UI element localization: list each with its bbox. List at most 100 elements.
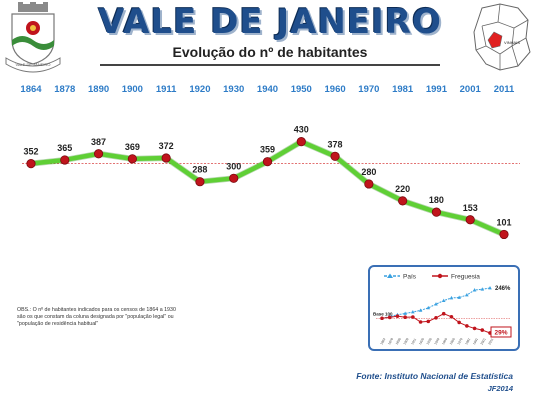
data-point xyxy=(161,153,171,163)
pais-point xyxy=(480,287,485,291)
year-label: 1900 xyxy=(122,84,143,95)
data-label: 220 xyxy=(395,184,410,194)
freguesia-point xyxy=(395,314,400,318)
year-label: 1911 xyxy=(156,84,177,95)
year-label: 1930 xyxy=(223,84,244,95)
inset-year-label: 1890 xyxy=(395,337,402,345)
data-point xyxy=(195,177,205,187)
year-label: 1864 xyxy=(20,84,42,95)
legend-pais-marker xyxy=(387,273,393,278)
year-label: 1878 xyxy=(54,84,75,95)
data-label: 288 xyxy=(192,165,207,175)
pais-point xyxy=(449,295,454,300)
locator-map xyxy=(473,3,531,71)
data-point xyxy=(364,179,374,189)
inset-year-label: 1960 xyxy=(449,337,456,345)
data-point xyxy=(499,229,509,240)
pais-point xyxy=(434,302,438,306)
inset-year-label: 1970 xyxy=(457,337,464,345)
data-label: 369 xyxy=(125,142,140,152)
year-label: 2011 xyxy=(494,84,515,95)
pais-point xyxy=(441,298,446,303)
legend-freguesia-marker xyxy=(437,273,443,279)
freguesia-point xyxy=(418,320,423,324)
inset-year-label: 1878 xyxy=(387,337,394,345)
year-label: 1940 xyxy=(257,84,278,95)
pais-point xyxy=(418,308,423,312)
freguesia-point xyxy=(434,316,438,320)
pais-point xyxy=(411,310,415,314)
data-point xyxy=(229,173,239,183)
data-label: 365 xyxy=(57,143,72,153)
data-point xyxy=(431,207,442,217)
pais-end-label: 246% xyxy=(495,286,511,292)
map-label: VINHAIS xyxy=(504,40,521,45)
freguesia-end-label: 29% xyxy=(494,330,507,337)
page-title: VALE DE JANEIRO xyxy=(98,2,442,42)
inset-year-label: 1864 xyxy=(379,337,386,345)
data-label: 300 xyxy=(226,161,241,171)
data-label: 352 xyxy=(23,147,38,157)
legend-pais-label: País xyxy=(403,274,417,281)
data-point xyxy=(465,215,475,225)
data-point xyxy=(60,155,70,165)
data-label: 372 xyxy=(159,141,174,151)
data-label: 387 xyxy=(91,137,106,147)
freguesia-point xyxy=(472,326,477,331)
year-label: 1920 xyxy=(189,84,210,95)
inset-year-label: 1940 xyxy=(433,337,440,345)
base-label: Base 100 xyxy=(373,311,393,316)
credit-note: JF2014 xyxy=(487,384,513,393)
note-text: OBS.: O nº de habitantes indicados para … xyxy=(17,307,176,328)
pais-point xyxy=(472,288,477,292)
freguesia-point xyxy=(441,311,446,316)
data-label: 101 xyxy=(496,217,511,227)
data-point xyxy=(93,149,104,159)
subtitle-underline xyxy=(100,64,440,66)
data-point xyxy=(127,154,137,164)
data-label: 280 xyxy=(361,167,376,177)
freguesia-point xyxy=(426,319,431,324)
population-chart: 1864 1878 1890 1900 1911 1920 1930 1940 1950 1960… xyxy=(20,84,520,240)
freguesia-point xyxy=(387,315,392,320)
pais-point xyxy=(426,305,431,310)
data-label: 180 xyxy=(429,195,444,205)
inset-chart: País Freguesia Base 100 246% 29% 1864 1878 1890… xyxy=(373,273,512,346)
pais-point xyxy=(403,311,407,315)
data-label: 359 xyxy=(260,145,275,155)
pais-point xyxy=(488,285,492,290)
inset-year-label: 1981 xyxy=(464,337,471,345)
inset-year-label: 1911 xyxy=(410,337,417,345)
year-label: 1991 xyxy=(426,84,448,95)
inset-year-label: 1900 xyxy=(403,337,410,345)
freguesia-point xyxy=(380,316,384,321)
data-point xyxy=(26,159,36,169)
data-point xyxy=(296,137,306,147)
data-point xyxy=(330,151,340,161)
inset-year-label: 2011 xyxy=(487,337,494,345)
crest-logo xyxy=(5,2,61,73)
inset-chart-panel: País Freguesia Base 100 246% 29% 1864 1878 1890… xyxy=(368,265,520,351)
inset-year-label: 1930 xyxy=(426,337,433,345)
data-point xyxy=(262,157,273,167)
legend-freguesia-label: Freguesia xyxy=(451,274,480,281)
pais-line xyxy=(381,287,491,319)
freguesia-point xyxy=(411,315,415,319)
data-label: 430 xyxy=(294,125,309,135)
year-label: 2001 xyxy=(460,84,482,95)
freguesia-point xyxy=(403,315,407,320)
chart-subtitle: Evolução do nº de habitantes xyxy=(172,44,368,60)
pais-point xyxy=(465,293,469,297)
inset-year-label: 1920 xyxy=(418,337,425,345)
pais-point xyxy=(457,295,461,299)
year-label: 1981 xyxy=(392,84,414,95)
year-label: 1950 xyxy=(291,84,312,95)
source-note: Fonte: Instituto Nacional de Estatística xyxy=(356,371,513,381)
freguesia-point xyxy=(465,324,469,328)
data-label: 378 xyxy=(328,139,343,149)
freguesia-end-box xyxy=(490,326,512,338)
inset-year-label: 2001 xyxy=(480,337,487,345)
year-label: 1970 xyxy=(358,84,379,95)
inset-year-label: 1991 xyxy=(472,337,479,345)
inset-year-label: 1950 xyxy=(441,337,448,345)
